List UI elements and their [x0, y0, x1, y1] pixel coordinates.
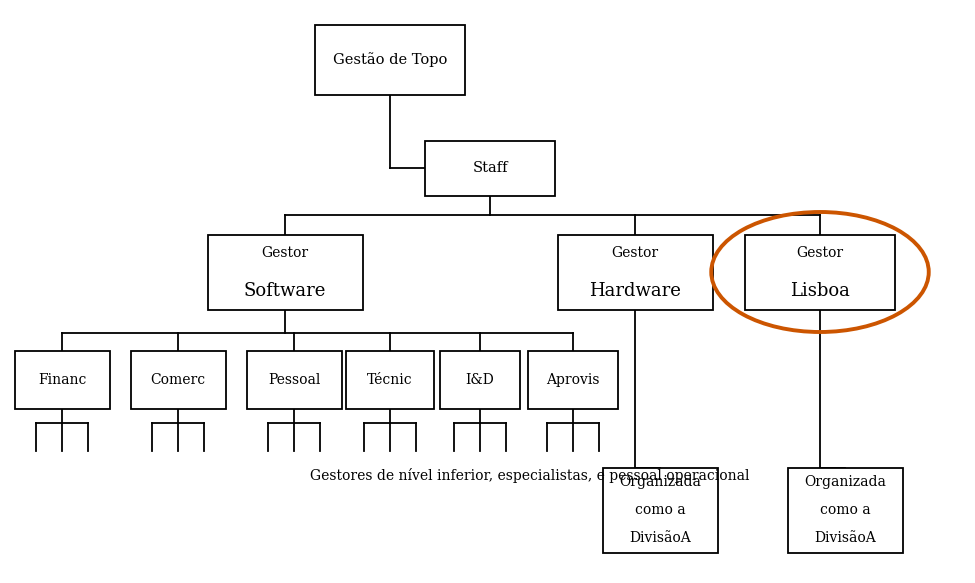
Text: Gestor: Gestor — [611, 246, 658, 260]
Text: Lisboa: Lisboa — [790, 282, 850, 300]
FancyBboxPatch shape — [745, 234, 895, 310]
FancyBboxPatch shape — [788, 468, 903, 553]
Text: Organizada: Organizada — [619, 475, 701, 489]
Text: Gestor: Gestor — [261, 246, 308, 260]
Text: Comerc: Comerc — [150, 373, 206, 387]
Text: Gestor: Gestor — [797, 246, 843, 260]
Text: Aprovis: Aprovis — [546, 373, 600, 387]
FancyBboxPatch shape — [528, 351, 618, 409]
FancyBboxPatch shape — [603, 468, 718, 553]
FancyBboxPatch shape — [15, 351, 109, 409]
Text: Organizada: Organizada — [804, 475, 886, 489]
Text: Gestão de Topo: Gestão de Topo — [332, 52, 448, 68]
Text: como a: como a — [820, 503, 871, 517]
Text: Técnic: Técnic — [368, 373, 412, 387]
Text: Gestores de nível inferior, especialistas, e pessoal operacional: Gestores de nível inferior, especialista… — [310, 468, 750, 483]
Text: Hardware: Hardware — [589, 282, 681, 300]
FancyBboxPatch shape — [247, 351, 341, 409]
FancyBboxPatch shape — [208, 234, 363, 310]
Text: Software: Software — [244, 282, 327, 300]
Text: DivisãoA: DivisãoA — [814, 531, 876, 545]
Text: Pessoal: Pessoal — [268, 373, 320, 387]
FancyBboxPatch shape — [346, 351, 434, 409]
Text: I&D: I&D — [466, 373, 494, 387]
Text: Staff: Staff — [472, 161, 508, 175]
Text: como a: como a — [635, 503, 685, 517]
Text: DivisãoA: DivisãoA — [629, 531, 691, 545]
FancyBboxPatch shape — [558, 234, 713, 310]
Text: Financ: Financ — [38, 373, 86, 387]
FancyBboxPatch shape — [131, 351, 225, 409]
FancyBboxPatch shape — [440, 351, 520, 409]
FancyBboxPatch shape — [315, 25, 465, 95]
FancyBboxPatch shape — [425, 141, 555, 195]
